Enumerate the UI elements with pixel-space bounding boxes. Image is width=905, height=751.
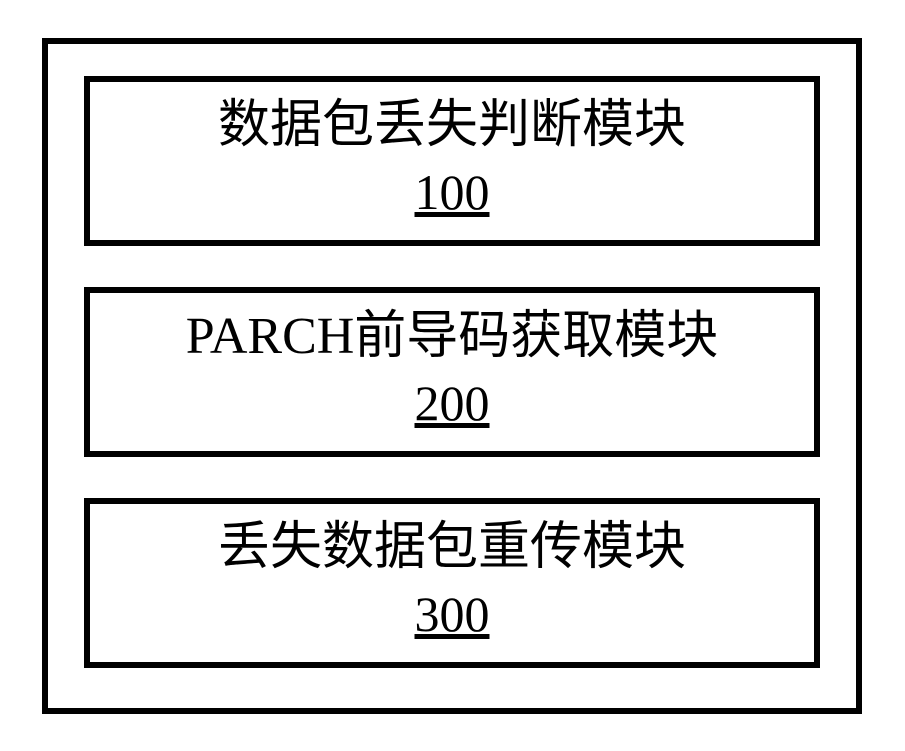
module-box-packet-loss-judgment: 数据包丢失判断模块 100: [84, 76, 820, 246]
module-box-parch-preamble-acquisition: PARCH前导码获取模块 200: [84, 287, 820, 457]
module-box-lost-packet-retransmission: 丢失数据包重传模块 300: [84, 498, 820, 668]
module-number: 300: [415, 582, 490, 647]
diagram-outer-container: 数据包丢失判断模块 100 PARCH前导码获取模块 200 丢失数据包重传模块…: [42, 38, 862, 714]
module-number: 200: [415, 371, 490, 436]
module-title: 丢失数据包重传模块: [218, 519, 686, 576]
module-number: 100: [415, 160, 490, 225]
module-title: 数据包丢失判断模块: [218, 97, 686, 154]
module-title: PARCH前导码获取模块: [186, 308, 719, 365]
